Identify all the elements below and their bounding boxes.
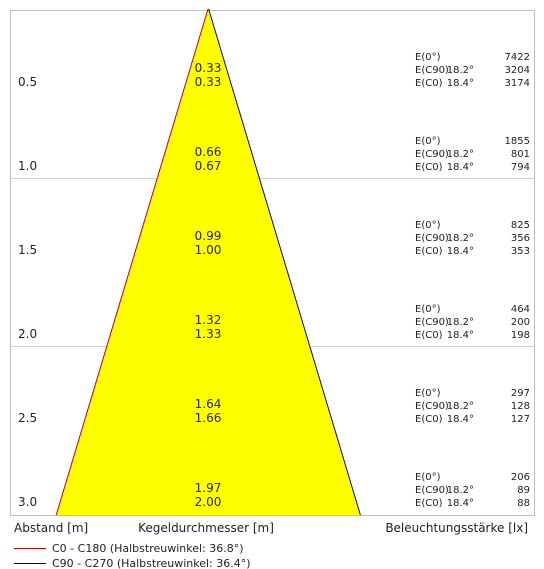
illuminance-label: E(C0) <box>415 498 443 509</box>
diameter-c0: 1.00 <box>195 243 222 257</box>
illuminance-value: 3174 <box>505 78 530 89</box>
half-angle-value: 18.4° <box>447 330 474 341</box>
distance-row: 0.5 0.330.33 E(0°) 7422 E(C90)18.2° 3204 E(C0)… <box>18 52 530 89</box>
half-angle-value: 18.4° <box>447 162 474 173</box>
illuminance-value: 825 <box>511 220 530 231</box>
illuminance-label: E(0°) <box>415 304 441 315</box>
distance-row: 1.5 0.991.00 E(0°) 825 E(C90)18.2° 356 E(C0) 18… <box>18 220 530 257</box>
distance-label: 0.5 <box>18 75 37 89</box>
diameter-c0: 0.67 <box>195 159 222 173</box>
illuminance-value: 88 <box>517 498 530 509</box>
diameter-c90: 1.97 <box>195 481 222 495</box>
half-angle-value: 18.2° <box>447 233 474 244</box>
illuminance-value: 356 <box>511 233 530 244</box>
light-cone <box>56 9 360 515</box>
diameter-c0: 2.00 <box>195 495 222 509</box>
illuminance-value: 794 <box>511 162 530 173</box>
illuminance-label: E(0°) <box>415 136 441 147</box>
illuminance-label: E(C90) <box>415 317 449 328</box>
diameter-c0: 0.33 <box>195 75 222 89</box>
illuminance-value: 801 <box>511 149 530 160</box>
distance-label: 1.0 <box>18 159 37 173</box>
legend-label-c90-c270: C90 - C270 (Halbstreuwinkel: 36.4°) <box>52 557 251 569</box>
illuminance-label: E(C90) <box>415 485 449 496</box>
illuminance-label: E(C0) <box>415 78 443 89</box>
chart-frame <box>10 10 535 516</box>
diameter-c0: 1.66 <box>195 411 222 425</box>
illuminance-label: E(C90) <box>415 149 449 160</box>
illuminance-label: E(0°) <box>415 388 441 399</box>
diameter-c0: 1.33 <box>195 327 222 341</box>
illuminance-value: 89 <box>517 485 530 496</box>
illuminance-value: 200 <box>511 317 530 328</box>
illuminance-label: E(C90) <box>415 233 449 244</box>
half-angle-value: 18.2° <box>447 149 474 160</box>
illuminance-value: 353 <box>511 246 530 257</box>
half-angle-value: 18.2° <box>447 317 474 328</box>
half-angle-value: 18.4° <box>447 246 474 257</box>
half-angle-value: 18.4° <box>447 498 474 509</box>
half-angle-value: 18.2° <box>447 485 474 496</box>
distance-label: 1.5 <box>18 243 37 257</box>
illuminance-label: E(0°) <box>415 52 441 63</box>
illuminance-label: E(C0) <box>415 414 443 425</box>
illuminance-label: E(C0) <box>415 246 443 257</box>
illuminance-label: E(0°) <box>415 220 441 231</box>
distance-label: 3.0 <box>18 495 37 509</box>
illuminance-label: E(0°) <box>415 472 441 483</box>
half-angle-value: 18.2° <box>447 401 474 412</box>
cone-edge-c0-c180 <box>55 8 209 516</box>
illuminance-value: 127 <box>511 414 530 425</box>
illuminance-value: 198 <box>511 330 530 341</box>
illuminance-value: 297 <box>511 388 530 399</box>
illuminance-axis-label: Beleuchtungsstärke [lx] <box>385 521 528 535</box>
diameter-c90: 1.32 <box>195 313 222 327</box>
illuminance-value: 128 <box>511 401 530 412</box>
diameter-c90: 0.66 <box>195 145 222 159</box>
illuminance-value: 464 <box>511 304 530 315</box>
illuminance-label: E(C0) <box>415 330 443 341</box>
illuminance-value: 3204 <box>505 65 530 76</box>
distance-row: 2.0 1.321.33 E(0°) 464 E(C90)18.2° 200 E(C0) 18… <box>18 304 530 341</box>
diameter-c90: 0.99 <box>195 229 222 243</box>
distance-row: 3.0 1.972.00 E(0°) 206 E(C90)18.2° 89 E(C0) 18.… <box>18 472 530 509</box>
illuminance-value: 7422 <box>505 52 530 63</box>
illuminance-label: E(C0) <box>415 162 443 173</box>
distance-label: 2.0 <box>18 327 37 341</box>
illuminance-label: E(C90) <box>415 401 449 412</box>
illuminance-label: E(C90) <box>415 65 449 76</box>
diameter-c90: 0.33 <box>195 61 222 75</box>
half-angle-value: 18.2° <box>447 65 474 76</box>
diameter-c90: 1.64 <box>195 397 222 411</box>
half-angle-value: 18.4° <box>447 78 474 89</box>
distance-row: 1.0 0.660.67 E(0°) 1855 E(C90)18.2° 801 E(C0) 1… <box>18 136 530 173</box>
distance-axis-label: Abstand [m] <box>14 521 88 535</box>
diameter-axis-label: Kegeldurchmesser [m] <box>138 521 274 535</box>
legend-label-c0-c180: C0 - C180 (Halbstreuwinkel: 36.8°) <box>52 542 244 555</box>
cone-edge-c90-c270 <box>208 8 361 516</box>
distance-row: 2.5 1.641.66 E(0°) 297 E(C90)18.2° 128 E(C0) 18… <box>18 388 530 425</box>
illuminance-value: 206 <box>511 472 530 483</box>
half-angle-value: 18.4° <box>447 414 474 425</box>
distance-label: 2.5 <box>18 411 37 425</box>
illuminance-value: 1855 <box>505 136 530 147</box>
